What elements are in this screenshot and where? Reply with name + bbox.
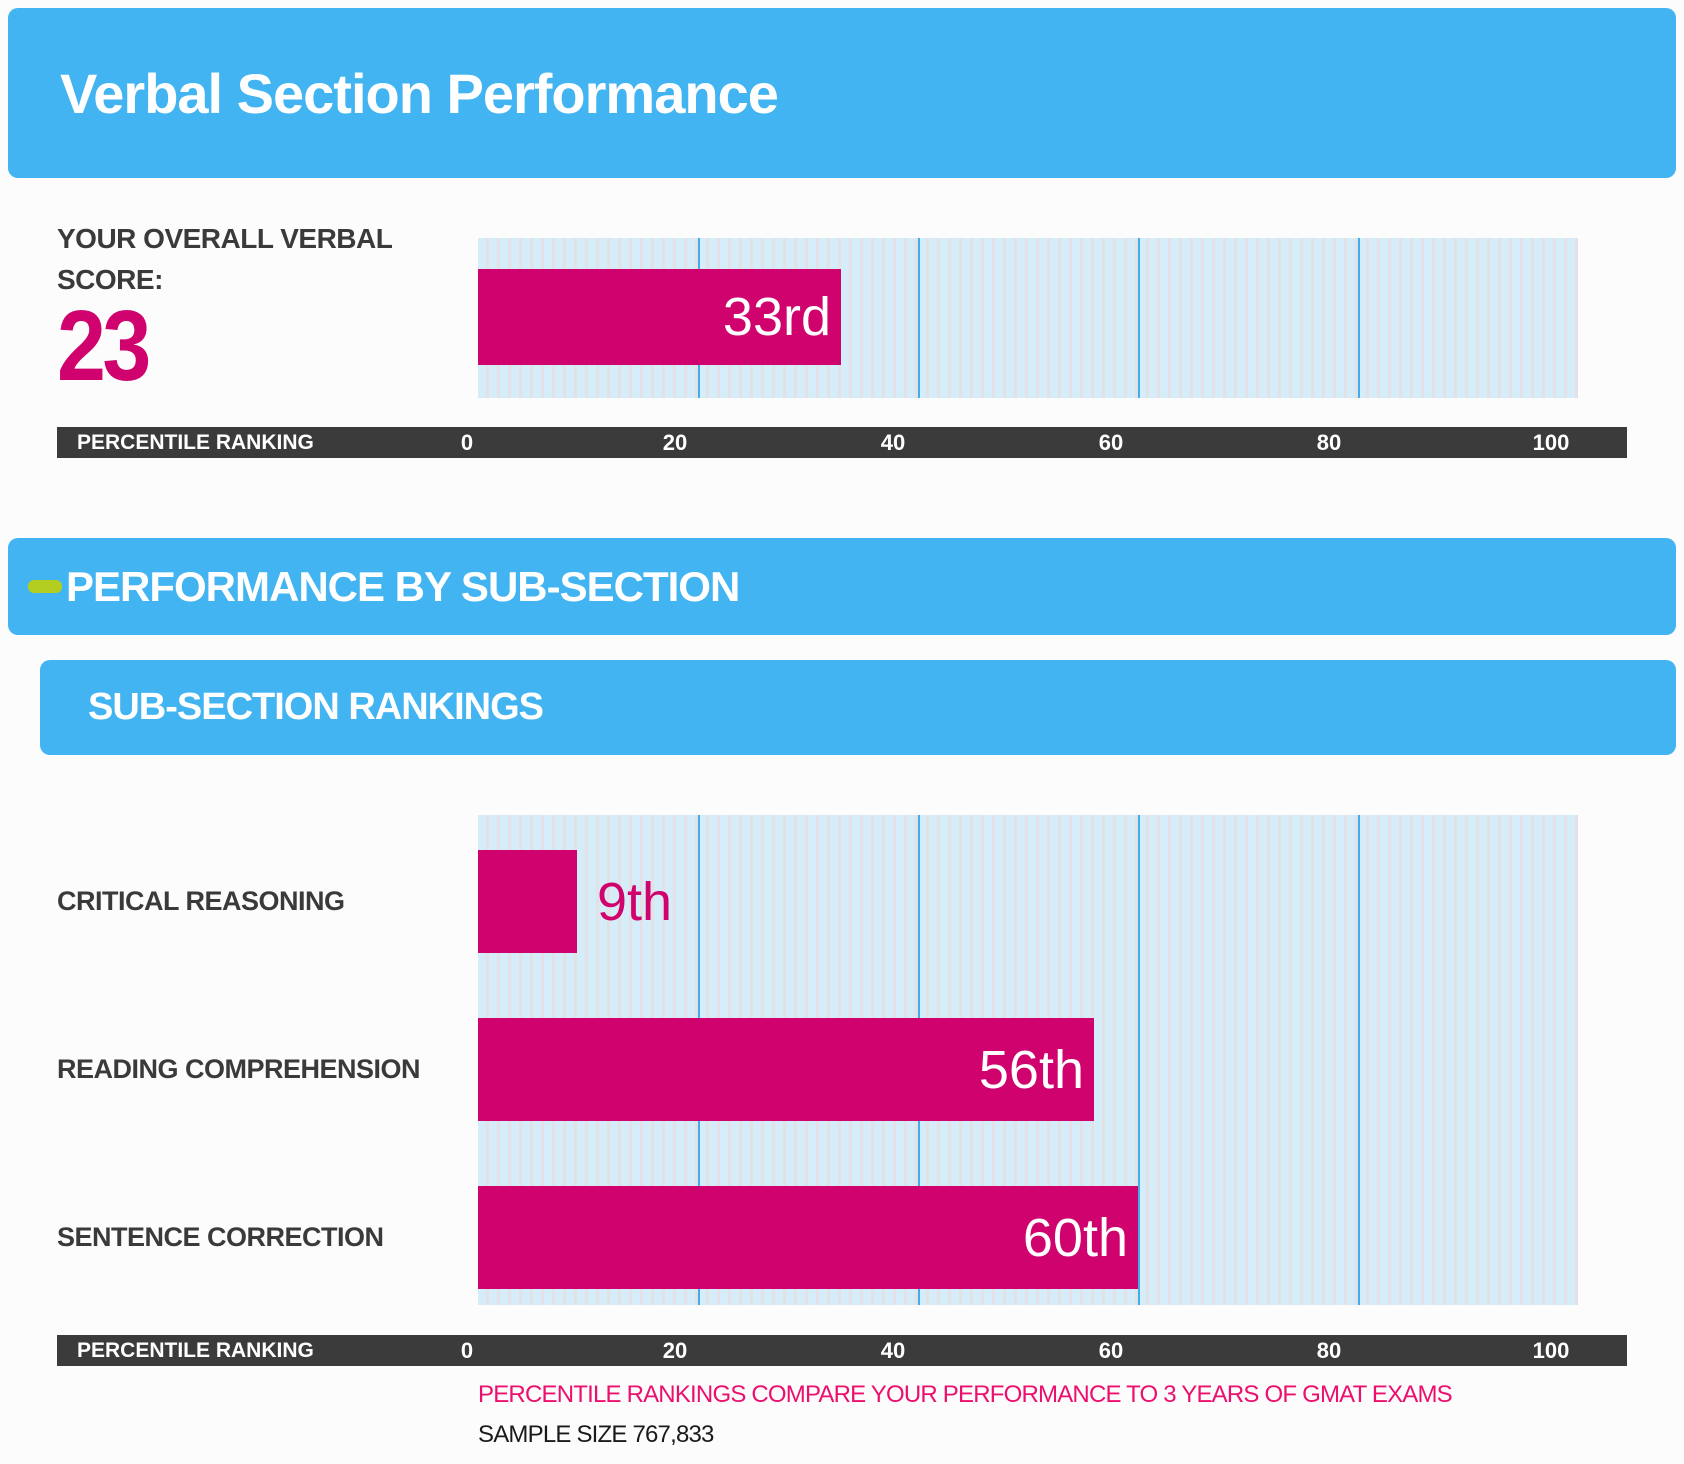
row-label-reading-comprehension: READING COMPREHENSION [57,1054,421,1084]
overall-score-label-line2: SCORE: [57,264,163,295]
sentence-correction-value-label: 60th [1022,1207,1128,1268]
gridline-80 [1358,815,1360,1305]
section-header-performance-band: PERFORMANCE BY SUB-SECTION [8,538,1676,635]
gridline-80 [1358,238,1360,398]
overall-percentile-bar: 33rd [478,269,841,365]
axis-top-tick-0: 0 [460,430,474,455]
subsection-percentile-chart: 9th 56th 60th [478,815,1578,1305]
critical-reasoning-bar: 9th [478,850,672,953]
axis-bottom-tick-40: 40 [880,1338,906,1363]
sentence-correction-bar: 60th [478,1186,1138,1289]
row-label-critical-reasoning: CRITICAL REASONING [57,886,345,916]
axis-bottom-tick-60: 60 [1098,1338,1124,1363]
percentile-axis-bottom: PERCENTILE RANKING 0 20 40 60 80 100 [57,1335,1627,1366]
critical-reasoning-value-label: 9th [597,871,673,932]
percentile-axis-top: PERCENTILE RANKING 0 20 40 60 80 100 [57,427,1627,458]
axis-bottom-tick-100: 100 [1532,1338,1570,1363]
axis-title-bottom: PERCENTILE RANKING [77,1339,314,1362]
axis-top-tick-60: 60 [1098,430,1124,455]
overall-percentile-chart: 33rd [478,238,1578,398]
axis-top-tick-100: 100 [1532,430,1570,455]
performance-by-subsection-title: PERFORMANCE BY SUB-SECTION [66,562,740,610]
axis-bottom-tick-0: 0 [460,1338,474,1363]
overall-bar-value-label: 33rd [722,287,831,347]
page-title: Verbal Section Performance [60,61,779,125]
axis-bottom-tick-20: 20 [662,1338,688,1363]
report-header-band: Verbal Section Performance [8,8,1676,178]
sample-size-note: SAMPLE SIZE 767,833 [478,1421,714,1448]
overall-score-block: YOUR OVERALL VERBAL SCORE: 23 [57,218,393,402]
footer-note: PERCENTILE RANKINGS COMPARE YOUR PERFORM… [478,1381,1453,1408]
row-label-sentence-correction: SENTENCE CORRECTION [57,1222,384,1252]
gridline-60 [1138,238,1140,398]
axis-title-top: PERCENTILE RANKING [77,431,314,454]
axis-top-tick-20: 20 [662,430,688,455]
axis-top-tick-80: 80 [1316,430,1342,455]
section-header-rankings-band: SUB-SECTION RANKINGS [40,660,1676,755]
subsection-rankings-title: SUB-SECTION RANKINGS [88,686,544,728]
reading-comprehension-bar: 56th [478,1018,1094,1121]
gridline-40 [918,238,920,398]
overall-score-label-line1: YOUR OVERALL VERBAL [57,223,393,254]
overall-score-value: 23 [57,290,151,402]
axis-bottom-tick-80: 80 [1316,1338,1342,1363]
dash-icon [28,580,62,593]
gridline-60 [1138,815,1140,1305]
axis-top-tick-40: 40 [880,430,906,455]
reading-comprehension-value-label: 56th [978,1039,1084,1100]
